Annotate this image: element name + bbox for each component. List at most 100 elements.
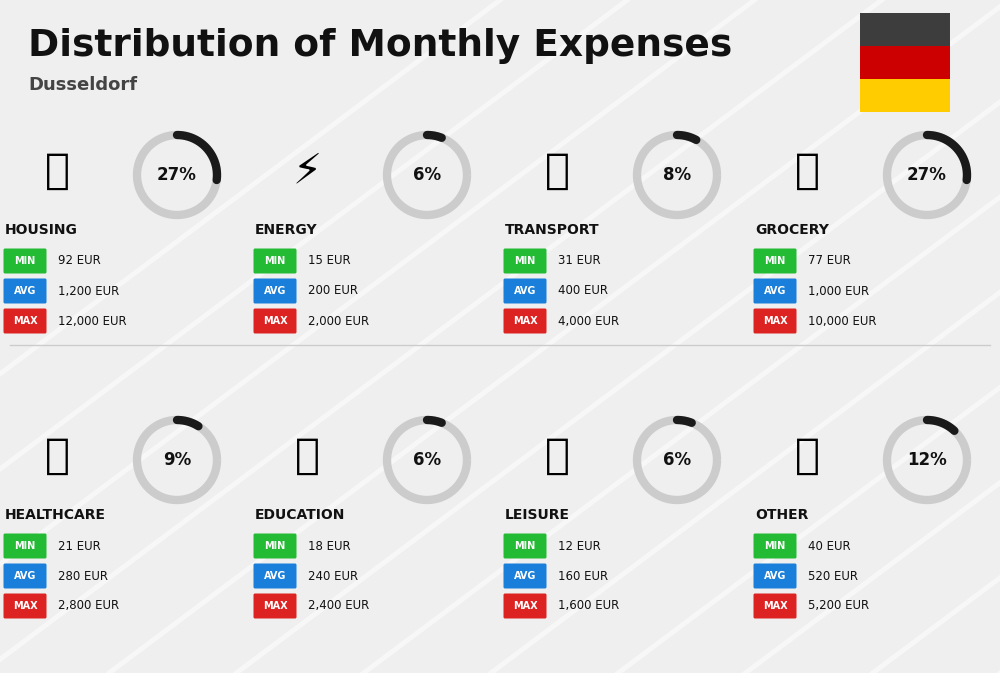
Text: 9%: 9% [163,451,191,469]
Text: 31 EUR: 31 EUR [558,254,601,267]
Text: GROCERY: GROCERY [755,223,829,237]
Text: 12%: 12% [907,451,947,469]
Text: HOUSING: HOUSING [5,223,78,237]
Text: 2,000 EUR: 2,000 EUR [308,314,369,328]
FancyBboxPatch shape [754,248,797,273]
FancyBboxPatch shape [4,563,47,588]
FancyBboxPatch shape [504,594,546,618]
Text: 🛒: 🛒 [794,150,820,192]
Text: Dusseldorf: Dusseldorf [28,76,137,94]
Text: AVG: AVG [14,286,36,296]
FancyBboxPatch shape [754,594,797,618]
Text: 8%: 8% [663,166,691,184]
Text: EDUCATION: EDUCATION [255,508,345,522]
Text: AVG: AVG [764,571,786,581]
FancyBboxPatch shape [754,534,797,559]
FancyBboxPatch shape [504,279,546,304]
FancyBboxPatch shape [254,594,296,618]
Text: MAX: MAX [263,601,287,611]
FancyBboxPatch shape [504,308,546,334]
Text: 40 EUR: 40 EUR [808,540,851,553]
Text: MAX: MAX [513,601,537,611]
FancyBboxPatch shape [4,248,47,273]
Text: 240 EUR: 240 EUR [308,569,358,583]
Text: MIN: MIN [514,541,536,551]
FancyBboxPatch shape [860,79,950,112]
Text: 92 EUR: 92 EUR [58,254,101,267]
Text: 1,600 EUR: 1,600 EUR [558,600,619,612]
Text: 12 EUR: 12 EUR [558,540,601,553]
FancyBboxPatch shape [4,594,47,618]
Text: 1,200 EUR: 1,200 EUR [58,285,119,297]
Text: 1,000 EUR: 1,000 EUR [808,285,869,297]
Text: AVG: AVG [514,571,536,581]
FancyBboxPatch shape [4,279,47,304]
Text: 6%: 6% [663,451,691,469]
FancyBboxPatch shape [754,308,797,334]
Text: TRANSPORT: TRANSPORT [505,223,600,237]
Text: 77 EUR: 77 EUR [808,254,851,267]
FancyBboxPatch shape [254,534,296,559]
FancyBboxPatch shape [504,248,546,273]
Text: 💰: 💰 [794,435,820,477]
FancyBboxPatch shape [504,534,546,559]
Text: MIN: MIN [14,256,36,266]
Text: AVG: AVG [514,286,536,296]
Text: OTHER: OTHER [755,508,808,522]
Text: MIN: MIN [14,541,36,551]
Text: 18 EUR: 18 EUR [308,540,351,553]
Text: MAX: MAX [13,601,37,611]
FancyBboxPatch shape [254,563,296,588]
Text: MAX: MAX [763,316,787,326]
Text: AVG: AVG [14,571,36,581]
Text: 4,000 EUR: 4,000 EUR [558,314,619,328]
FancyBboxPatch shape [754,279,797,304]
Text: MIN: MIN [764,541,786,551]
Text: 160 EUR: 160 EUR [558,569,608,583]
Text: HEALTHCARE: HEALTHCARE [5,508,106,522]
Text: 12,000 EUR: 12,000 EUR [58,314,127,328]
FancyBboxPatch shape [504,563,546,588]
Text: Distribution of Monthly Expenses: Distribution of Monthly Expenses [28,28,732,64]
FancyBboxPatch shape [860,46,950,79]
Text: 2,400 EUR: 2,400 EUR [308,600,369,612]
Text: MIN: MIN [264,541,286,551]
Text: MIN: MIN [264,256,286,266]
FancyBboxPatch shape [4,308,47,334]
Text: 27%: 27% [907,166,947,184]
Text: AVG: AVG [264,571,286,581]
Text: ⚡: ⚡ [292,150,322,192]
Text: MAX: MAX [513,316,537,326]
FancyBboxPatch shape [254,308,296,334]
Text: MAX: MAX [13,316,37,326]
Text: 🎓: 🎓 [294,435,320,477]
Text: 520 EUR: 520 EUR [808,569,858,583]
FancyBboxPatch shape [860,13,950,46]
FancyBboxPatch shape [254,248,296,273]
Text: LEISURE: LEISURE [505,508,570,522]
Text: MAX: MAX [263,316,287,326]
Text: 15 EUR: 15 EUR [308,254,351,267]
Text: 🛍: 🛍 [544,435,570,477]
Text: 2,800 EUR: 2,800 EUR [58,600,119,612]
Text: 10,000 EUR: 10,000 EUR [808,314,877,328]
Text: 400 EUR: 400 EUR [558,285,608,297]
FancyBboxPatch shape [4,534,47,559]
Text: 280 EUR: 280 EUR [58,569,108,583]
Text: MIN: MIN [764,256,786,266]
Text: 21 EUR: 21 EUR [58,540,101,553]
Text: ENERGY: ENERGY [255,223,318,237]
Text: MAX: MAX [763,601,787,611]
FancyBboxPatch shape [754,563,797,588]
Text: AVG: AVG [264,286,286,296]
Text: 200 EUR: 200 EUR [308,285,358,297]
FancyBboxPatch shape [254,279,296,304]
Text: MIN: MIN [514,256,536,266]
Text: 🏢: 🏢 [45,150,70,192]
Text: AVG: AVG [764,286,786,296]
Text: 🏥: 🏥 [45,435,70,477]
Text: 27%: 27% [157,166,197,184]
Text: 6%: 6% [413,451,441,469]
Text: 6%: 6% [413,166,441,184]
Text: 🚌: 🚌 [544,150,570,192]
